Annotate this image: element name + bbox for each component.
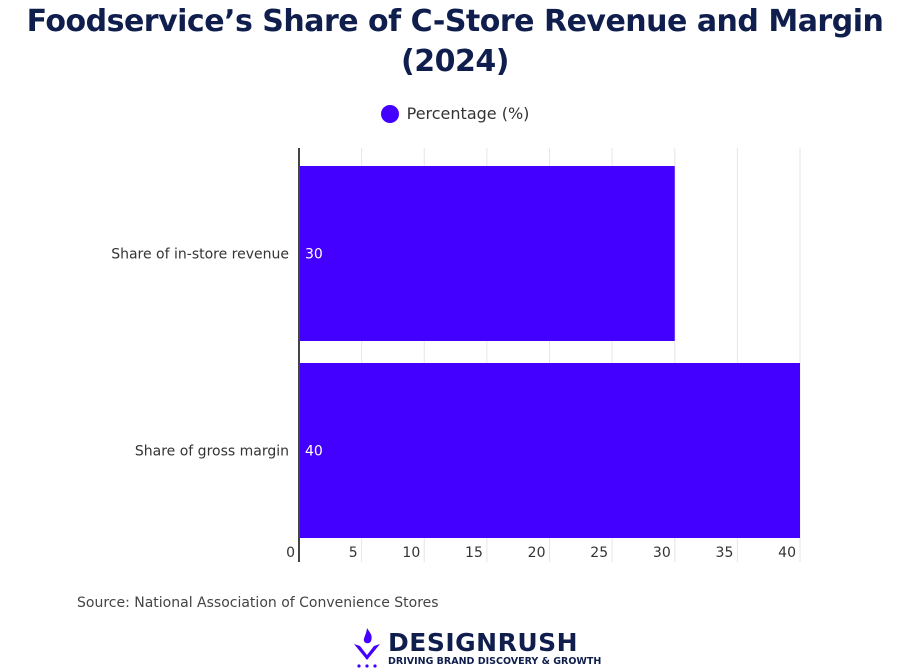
legend: Percentage (%) (0, 104, 910, 123)
source-note: Source: National Association of Convenie… (77, 595, 439, 611)
x-tick-label: 15 (465, 545, 483, 561)
designrush-logo: DESIGNRUSH DRIVING BRAND DISCOVERY & GRO… (352, 626, 601, 670)
x-tick-label: 40 (778, 545, 796, 561)
bar (299, 363, 800, 538)
legend-swatch (380, 104, 399, 123)
x-tick-label: 5 (349, 545, 358, 561)
x-tick-label: 30 (653, 545, 671, 561)
bar (299, 166, 675, 341)
logo-name: DESIGNRUSH (388, 627, 579, 657)
torch-icon (354, 628, 380, 668)
x-tick-label: 25 (590, 545, 608, 561)
data-label: 30 (305, 247, 323, 263)
legend-label: Percentage (%) (406, 104, 530, 123)
x-tick-label: 35 (716, 545, 734, 561)
x-tick-label: 10 (402, 545, 420, 561)
chart-title: Foodservice’s Share of C-Store Revenue a… (26, 4, 884, 79)
x-tick-label: 0 (286, 545, 295, 561)
logo-tagline: DRIVING BRAND DISCOVERY & GROWTH (388, 655, 602, 667)
y-category-label: Share of gross margin (135, 444, 289, 460)
x-tick-label: 20 (528, 545, 546, 561)
y-category-label: Share of in-store revenue (111, 247, 289, 263)
data-label: 40 (305, 444, 323, 460)
